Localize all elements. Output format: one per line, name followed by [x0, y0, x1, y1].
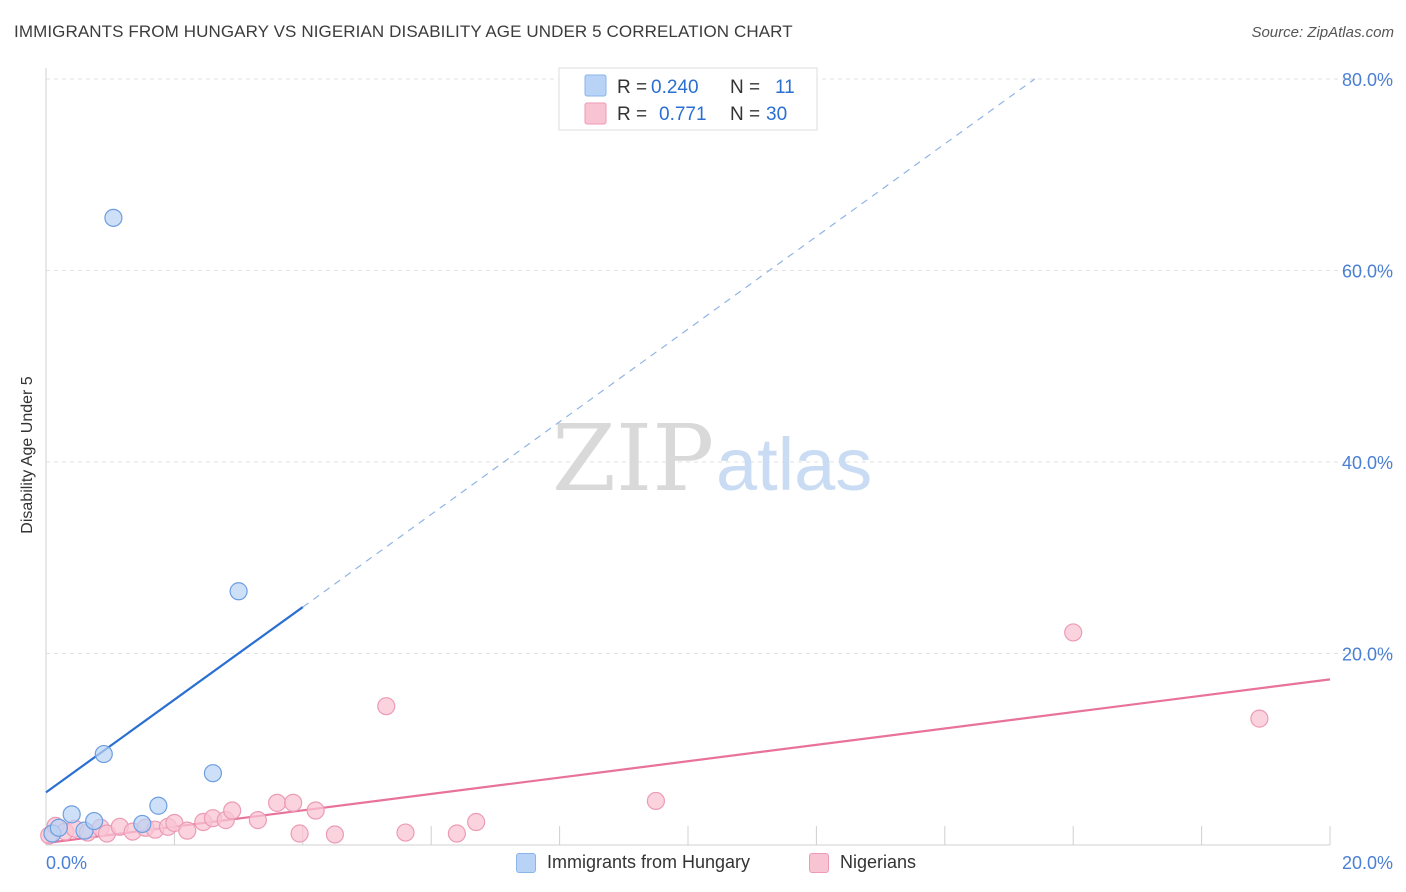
point-nigerians [1064, 623, 1083, 642]
point-hungary [203, 764, 223, 783]
point-nigerians [223, 801, 242, 820]
bottom-legend: Immigrants from Hungary Nigerians [0, 852, 1406, 878]
watermark: ZIP atlas [552, 405, 872, 512]
tick-labels: 20.0% 40.0% 60.0% 80.0% 0.0% 20.0% [46, 70, 1393, 873]
point-nigerians [1250, 709, 1269, 728]
legend-item-hungary: Immigrants from Hungary [516, 852, 750, 873]
point-nigerians [377, 697, 396, 716]
legend-n-value-nigerians: 30 [766, 104, 787, 125]
legend-r-label-hungary: R = [617, 77, 647, 98]
legend-n-label-nigerians: N = [730, 104, 760, 125]
point-hungary [62, 805, 81, 824]
legend-r-value-hungary: 0.240 [651, 77, 699, 98]
point-nigerians [268, 793, 287, 812]
legend-label-hungary: Immigrants from Hungary [547, 852, 751, 872]
y-tick-label: 60.0% [1342, 262, 1393, 282]
trendline-hungary-solid [45, 606, 304, 794]
point-nigerians [646, 791, 666, 811]
data-points [40, 208, 1269, 845]
legend-n-value-hungary: 11 [775, 77, 795, 98]
grid-lines [46, 78, 1393, 654]
source-credit: Source: ZipAtlas.com [1251, 24, 1394, 41]
legend-swatch-nigerians-bottom [809, 852, 829, 873]
point-nigerians [447, 824, 466, 843]
y-tick-label: 20.0% [1342, 645, 1393, 665]
legend-swatch-hungary-bottom [516, 852, 536, 873]
point-hungary [149, 796, 168, 815]
legend-n-label-hungary: N = [730, 77, 760, 98]
point-nigerians [290, 824, 309, 843]
point-hungary [49, 818, 68, 837]
point-nigerians [248, 811, 267, 830]
legend-swatch-hungary [584, 74, 607, 97]
point-hungary [133, 814, 152, 834]
x-tick-label: 0.0% [46, 853, 87, 873]
legend-r-label-nigerians: R = [617, 104, 647, 125]
trendline-nigerians [45, 678, 1331, 845]
point-nigerians [467, 812, 486, 832]
point-nigerians [306, 801, 325, 820]
watermark-zip-text: ZIP [552, 405, 714, 512]
legend-swatch-nigerians [584, 102, 607, 125]
legend-box: R = 0.240 N = 11 R = 0.771 N = 30 [558, 67, 818, 131]
chart-title: IMMIGRANTS FROM HUNGARY VS NIGERIAN DISA… [14, 22, 793, 41]
y-tick-label: 40.0% [1342, 453, 1393, 473]
legend-item-nigerians: Nigerians [809, 852, 916, 873]
trendline-hungary-dashed [302, 78, 1036, 608]
point-hungary [229, 582, 248, 601]
legend-r-value-nigerians: 0.771 [659, 104, 707, 125]
legend-label-nigerians: Nigerians [840, 852, 917, 872]
point-nigerians [178, 821, 197, 840]
point-hungary [104, 208, 123, 227]
point-hungary [94, 744, 113, 764]
watermark-atlas-text: atlas [716, 423, 872, 506]
x-tick-label: 20.0% [1342, 853, 1393, 873]
point-nigerians [325, 825, 344, 844]
point-hungary [85, 811, 104, 831]
y-tick-label: 80.0% [1342, 70, 1393, 90]
point-nigerians [396, 823, 415, 842]
point-nigerians [284, 793, 303, 812]
